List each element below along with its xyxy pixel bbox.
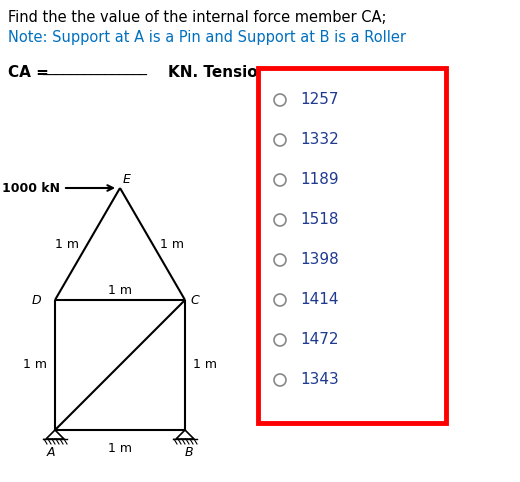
- Text: E: E: [123, 173, 131, 186]
- Text: B: B: [185, 446, 193, 459]
- Text: Find the the value of the internal force member CA;: Find the the value of the internal force…: [8, 10, 386, 25]
- Text: 1414: 1414: [300, 293, 339, 308]
- Text: 1189: 1189: [300, 173, 339, 187]
- Text: 1472: 1472: [300, 333, 339, 348]
- Text: 1257: 1257: [300, 93, 339, 107]
- Text: 1 m: 1 m: [160, 238, 184, 251]
- Text: D: D: [31, 294, 41, 307]
- Text: 1 m: 1 m: [108, 283, 132, 296]
- Circle shape: [274, 134, 286, 146]
- Circle shape: [274, 254, 286, 266]
- Circle shape: [274, 334, 286, 346]
- Text: 1 m: 1 m: [55, 238, 79, 251]
- Text: 1 m: 1 m: [23, 359, 47, 372]
- Text: 1 m: 1 m: [193, 359, 217, 372]
- Circle shape: [274, 294, 286, 306]
- Text: C: C: [190, 294, 199, 307]
- Text: 1332: 1332: [300, 133, 339, 147]
- Circle shape: [274, 174, 286, 186]
- Text: 1518: 1518: [300, 213, 339, 228]
- Text: 1000 kN: 1000 kN: [2, 182, 60, 195]
- Circle shape: [274, 374, 286, 386]
- Circle shape: [274, 94, 286, 106]
- Text: _______________: _______________: [42, 62, 147, 76]
- Bar: [258, 68, 446, 423]
- Text: 1398: 1398: [300, 253, 339, 268]
- Text: CA =: CA =: [8, 65, 54, 80]
- Text: KN. Tension: KN. Tension: [168, 65, 268, 80]
- Text: 1 m: 1 m: [108, 442, 132, 455]
- Text: 1343: 1343: [300, 373, 339, 388]
- Text: A: A: [47, 446, 55, 459]
- Text: Note: Support at A is a Pin and Support at B is a Roller: Note: Support at A is a Pin and Support …: [8, 30, 406, 45]
- Circle shape: [274, 214, 286, 226]
